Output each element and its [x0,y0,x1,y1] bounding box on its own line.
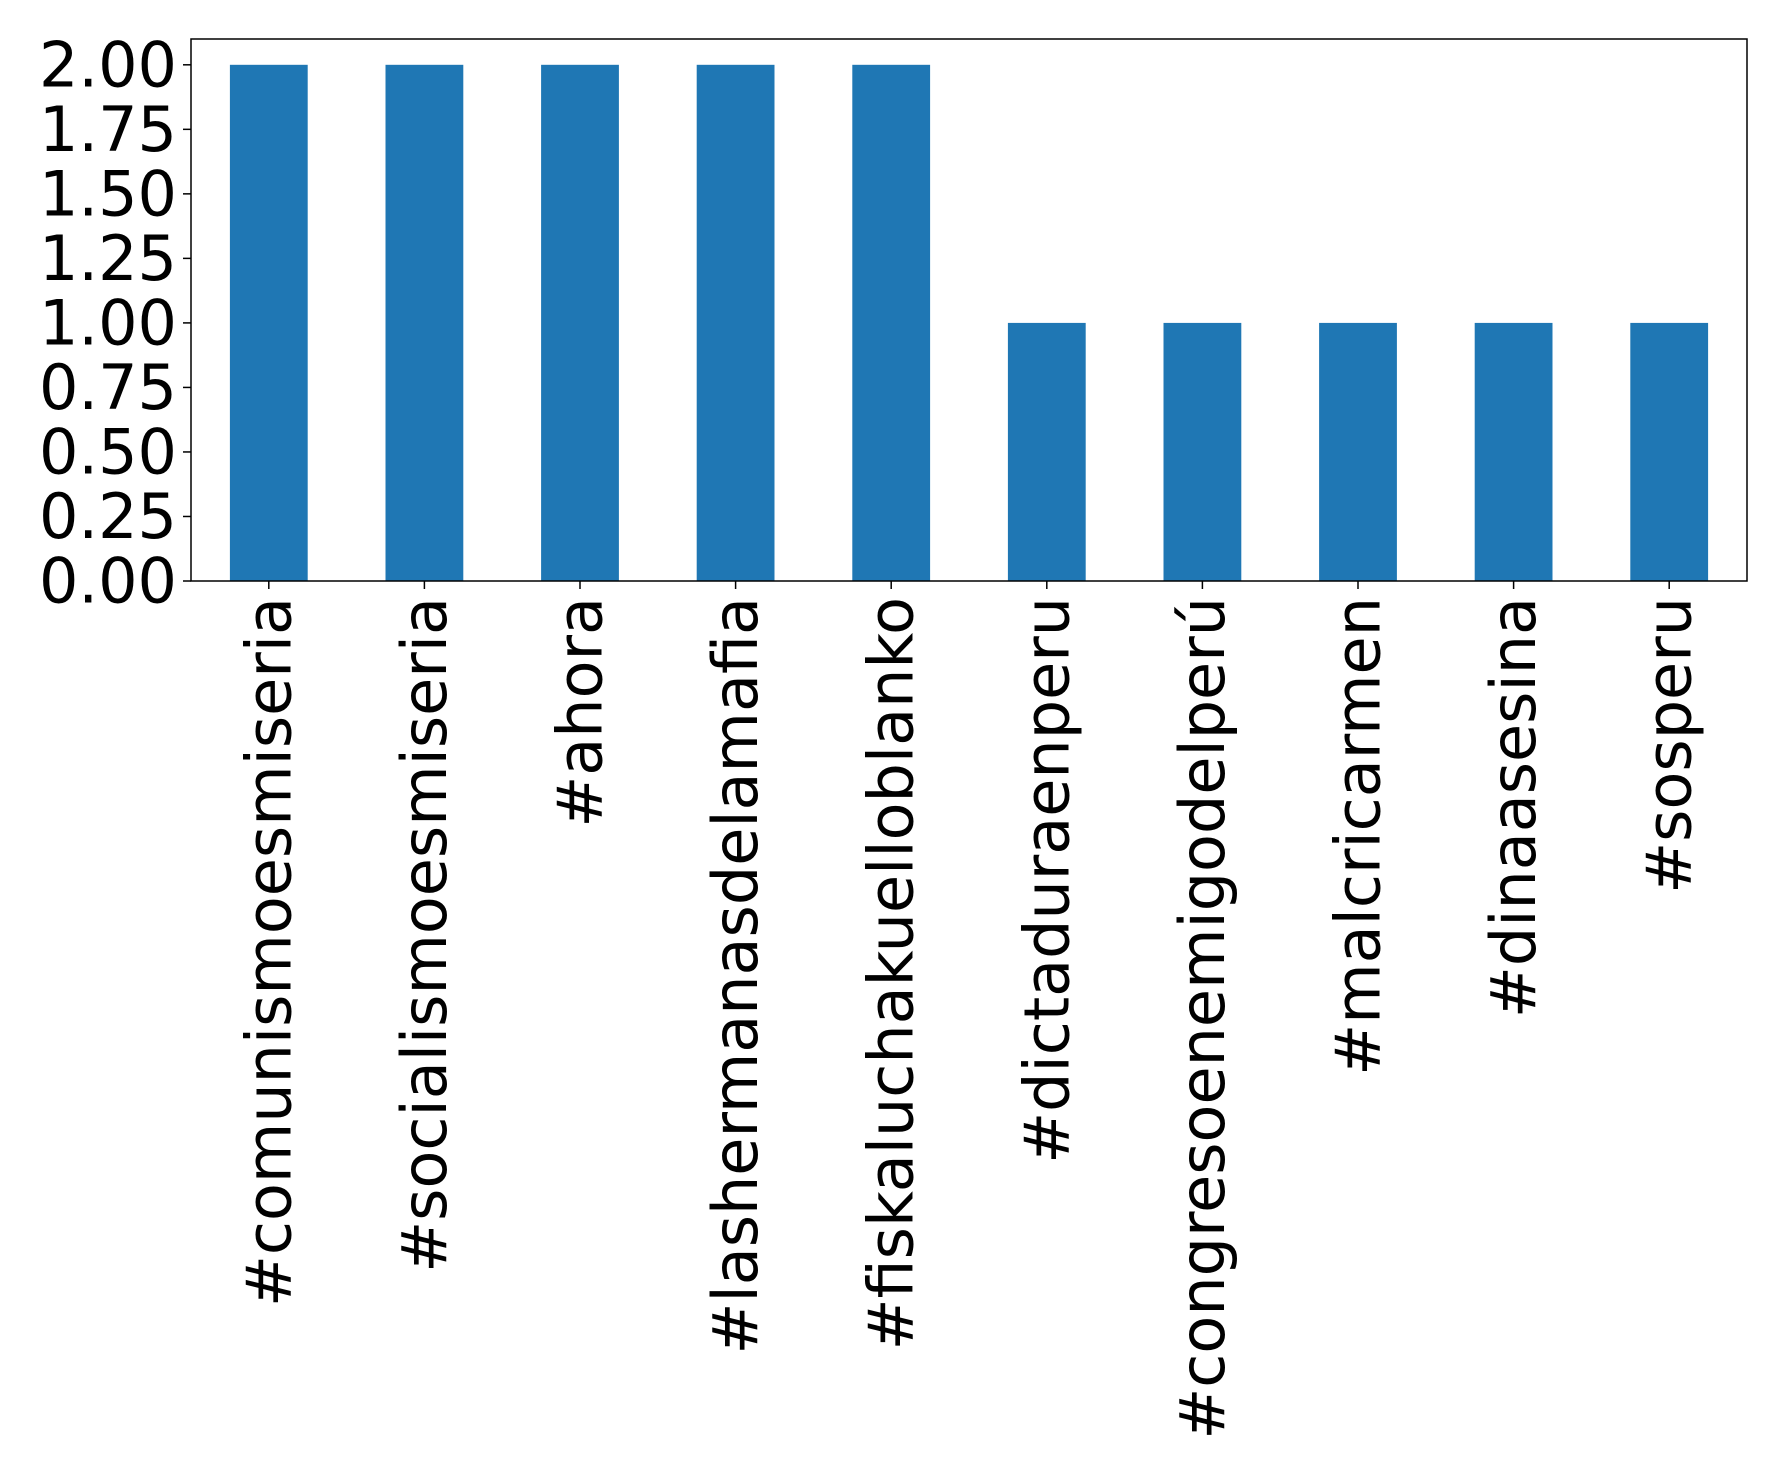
y-tick-label-2: 0.50 [39,415,177,488]
x-tick-label-4: #fiskaluchakuelloblanko [855,597,928,1350]
y-axis: 0.000.250.500.751.001.251.501.752.00 [39,28,191,618]
y-tick-label-3: 0.75 [39,351,177,424]
y-tick-label-1: 0.25 [39,480,177,553]
x-tick-label-3: #lashermanasdelamafia [699,597,772,1354]
x-tick-label-7: #malcricarmen [1322,597,1395,1076]
y-tick-label-6: 1.50 [39,157,177,230]
y-tick-label-7: 1.75 [39,93,177,166]
bar-0 [229,64,308,582]
bar-7 [1319,322,1397,581]
x-tick-label-6: #congresoenemigodelperú [1166,597,1239,1440]
y-tick-label-5: 1.25 [39,222,177,295]
x-tick-label-8: #dinaasesina [1477,597,1550,1018]
bar-1 [385,64,464,582]
y-tick-label-4: 1.00 [39,286,177,359]
bars-group [229,64,1709,582]
x-axis: #comunismoesmiseria #socialismoesmiseria #… [232,581,1706,1440]
bar-6 [1163,322,1242,581]
bar-2 [541,64,619,582]
bar-3 [696,64,775,582]
bar-5 [1007,322,1086,581]
y-tick-label-0: 0.00 [39,545,177,618]
x-tick-label-0: #comunismoesmiseria [232,597,305,1307]
plot-frame [190,38,1748,582]
x-tick-label-2: #ahora [544,597,617,828]
bar-4 [852,64,931,582]
y-tick-label-8: 2.00 [39,28,177,101]
x-tick-label-9: #sosperu [1633,597,1706,894]
bar-8 [1474,322,1553,581]
bar-9 [1630,322,1709,581]
x-tick-label-1: #socialismoesmiseria [388,597,461,1273]
x-tick-label-5: #dictaduraenperu [1010,597,1083,1164]
